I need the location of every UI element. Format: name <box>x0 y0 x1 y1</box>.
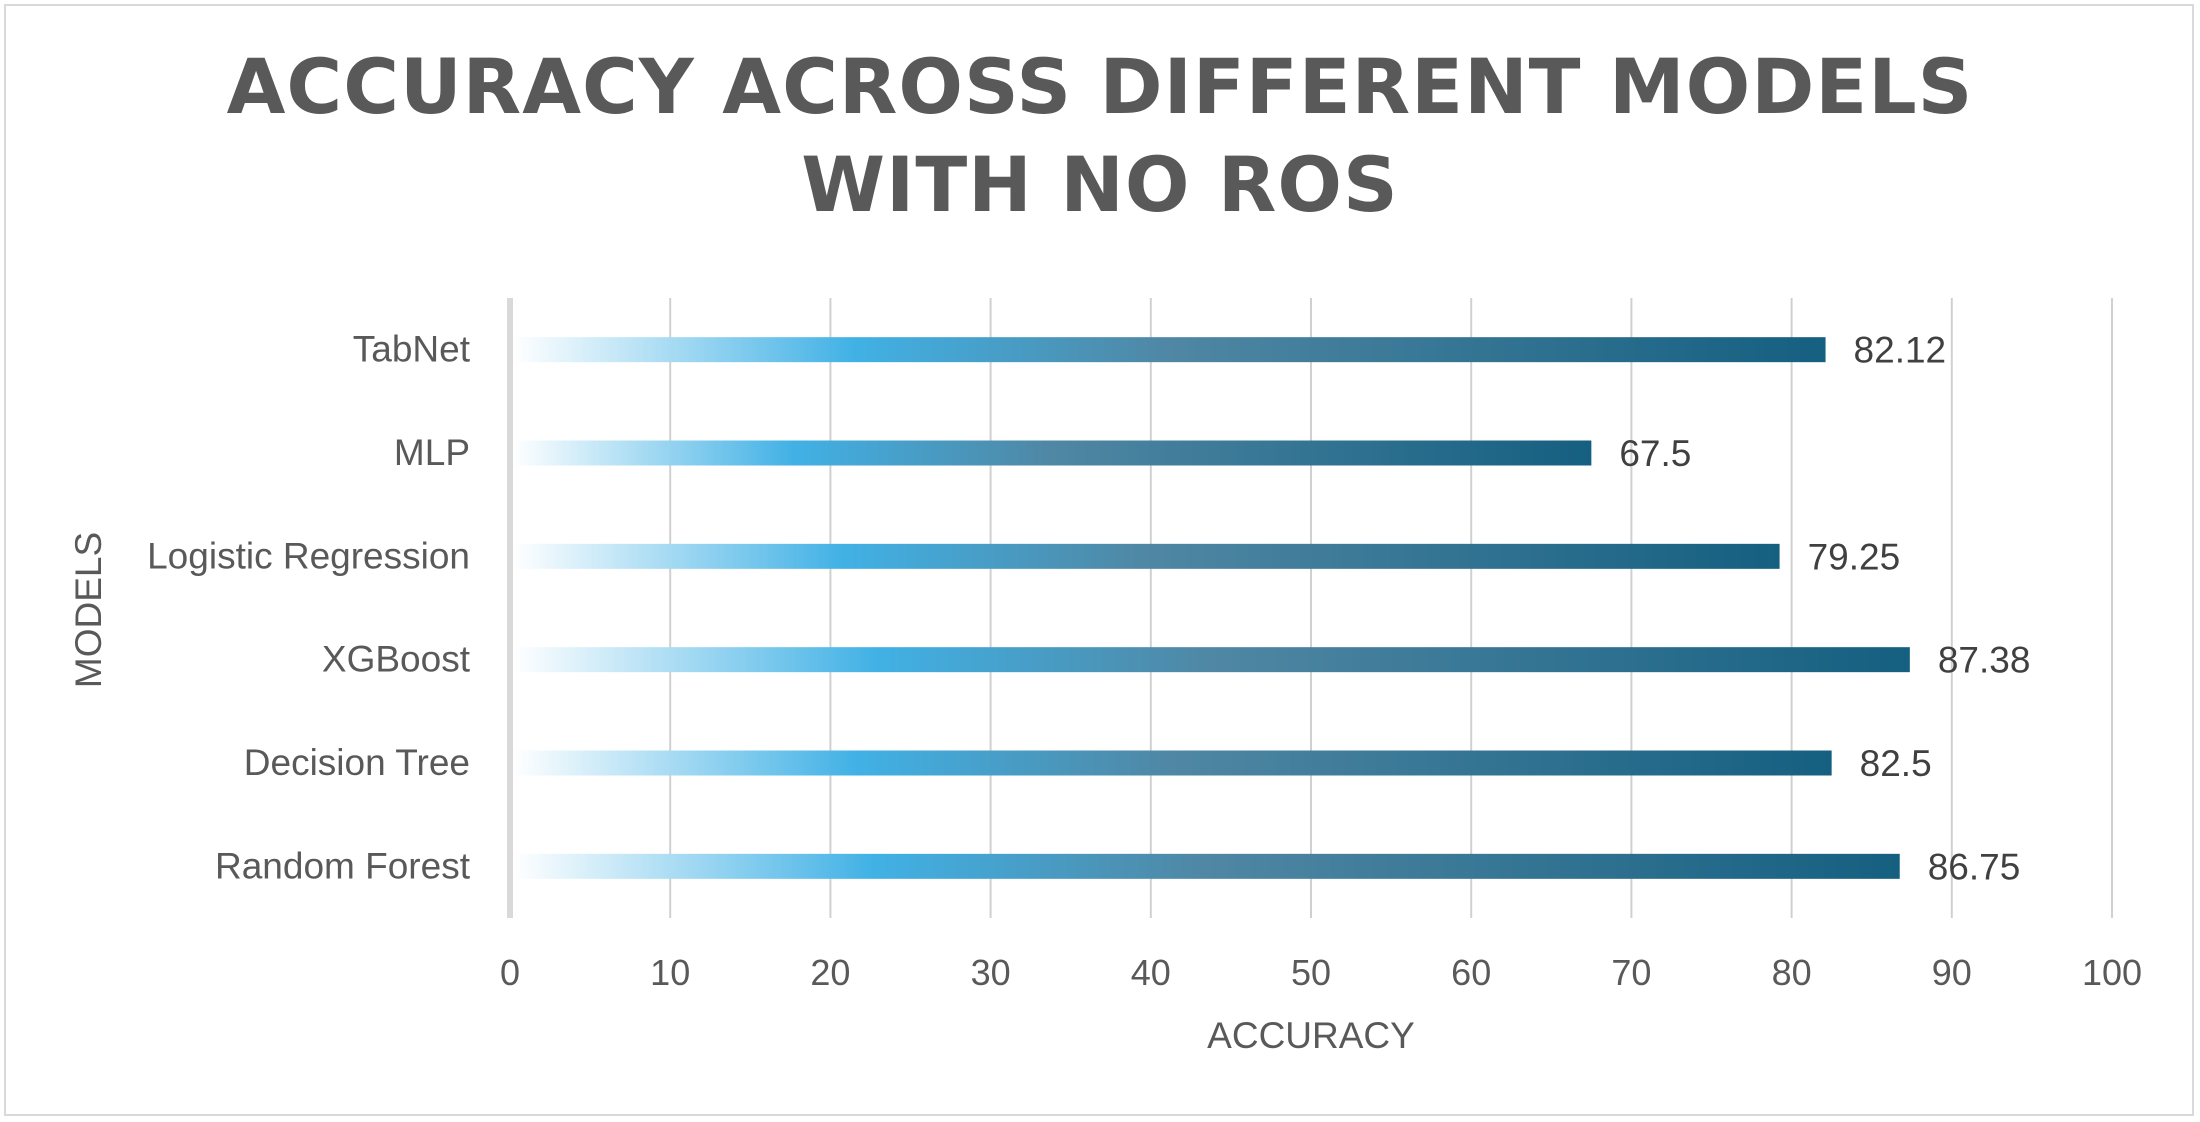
data-label-decision-tree: 82.5 <box>1860 743 1932 784</box>
data-label-xgboost: 87.38 <box>1938 640 2031 681</box>
category-label-random-forest: Random Forest <box>215 845 471 886</box>
chart-title-line-1: ACCURACY ACROSS DIFFERENT MODELS <box>226 42 1974 131</box>
x-tick-60: 60 <box>1451 952 1491 993</box>
x-tick-0: 0 <box>500 952 520 993</box>
x-tick-70: 70 <box>1611 952 1651 993</box>
y-axis-title: MODELS <box>68 532 109 688</box>
bar-tabnet <box>513 337 1826 363</box>
x-tick-100: 100 <box>2082 952 2142 993</box>
category-label-mlp: MLP <box>394 432 470 473</box>
data-label-random-forest: 86.75 <box>1928 846 2021 887</box>
x-tick-40: 40 <box>1131 952 1171 993</box>
x-tick-50: 50 <box>1291 952 1331 993</box>
category-labels: TabNet MLP Logistic Regression XGBoost Decis… <box>147 329 471 887</box>
category-label-xgboost: XGBoost <box>322 639 471 680</box>
bar-mlp <box>513 440 1592 466</box>
bar-logistic-regression <box>513 543 1780 569</box>
category-label-tabnet: TabNet <box>353 329 471 370</box>
chart-title: ACCURACY ACROSS DIFFERENT MODELS WITH NO… <box>0 38 2200 234</box>
chart-title-line-2: WITH NO ROS <box>801 140 1399 229</box>
gridlines <box>507 298 2113 918</box>
data-label-tabnet: 82.12 <box>1854 330 1947 371</box>
bar-random-forest <box>513 853 1900 879</box>
x-tick-80: 80 <box>1772 952 1812 993</box>
x-tick-90: 90 <box>1932 952 1972 993</box>
x-tick-30: 30 <box>971 952 1011 993</box>
category-label-logistic-regression: Logistic Regression <box>147 535 470 576</box>
bar-decision-tree <box>513 750 1832 776</box>
data-label-mlp: 67.5 <box>1619 433 1691 474</box>
bars: 82.12 67.5 79.25 87.38 82.5 86.75 <box>513 330 2031 887</box>
x-tick-20: 20 <box>810 952 850 993</box>
x-axis-title: ACCURACY <box>1207 1015 1415 1056</box>
x-tick-10: 10 <box>650 952 690 993</box>
category-label-decision-tree: Decision Tree <box>244 742 470 783</box>
bar-xgboost <box>513 647 1910 673</box>
data-label-logistic-regression: 79.25 <box>1808 536 1901 577</box>
x-tick-labels: 0 10 20 30 40 50 60 70 80 90 100 <box>500 952 2142 993</box>
